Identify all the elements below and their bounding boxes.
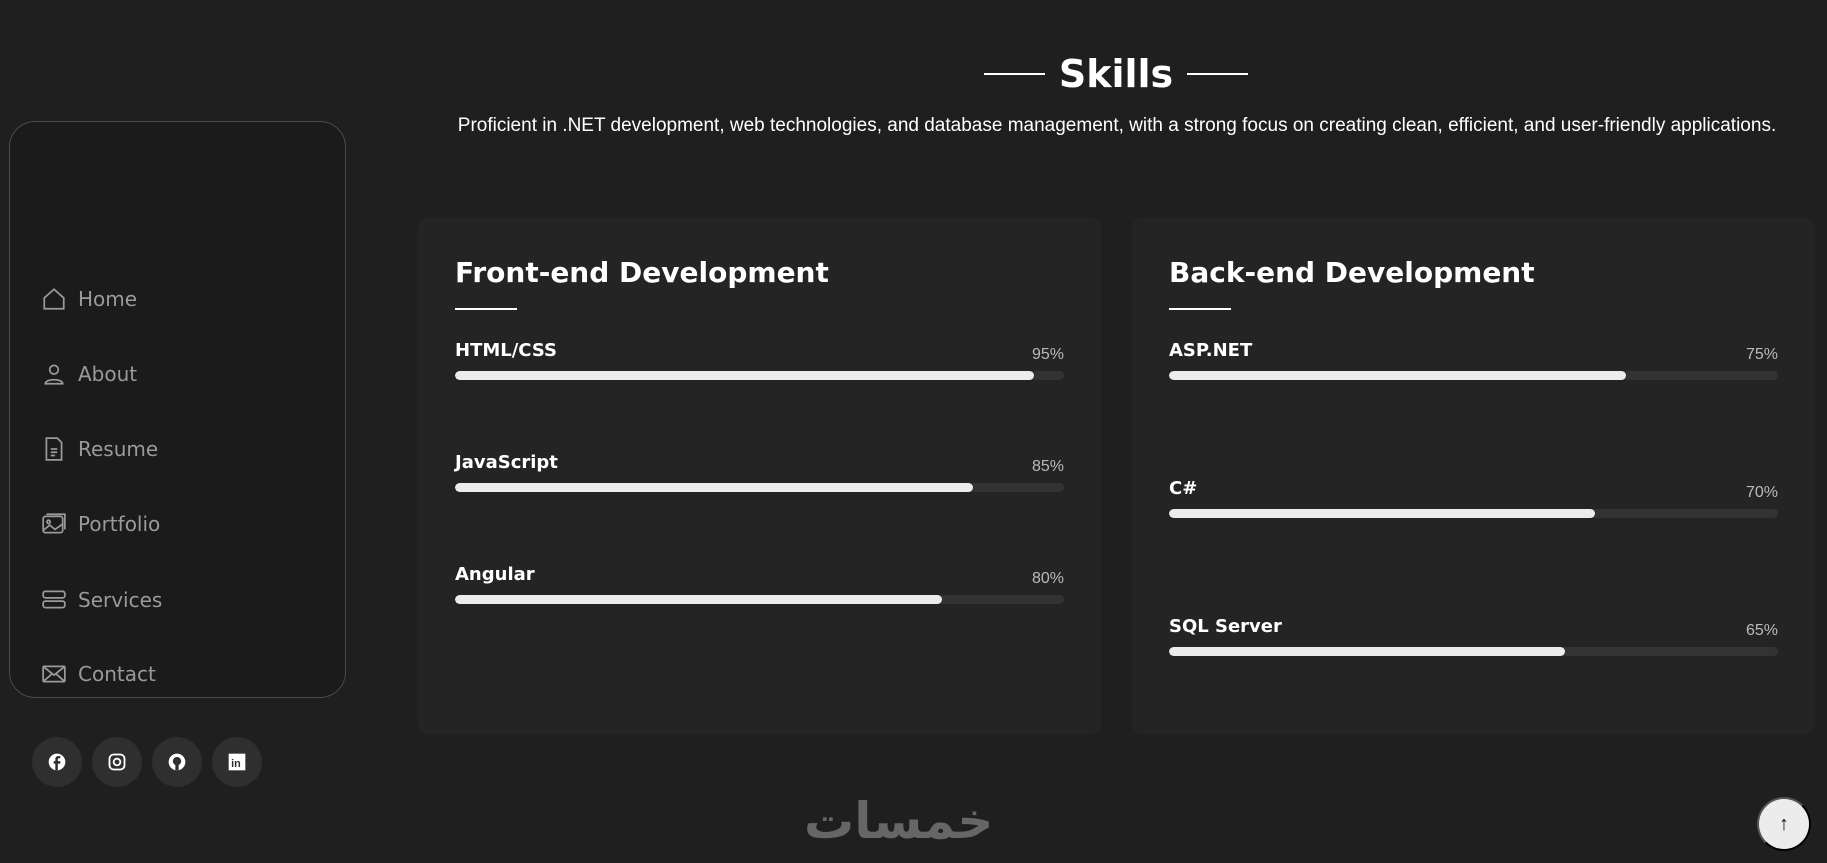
card-title-underline xyxy=(1169,308,1231,310)
facebook-button[interactable] xyxy=(32,737,82,787)
backend-card: Back-end Development ASP.NET 75% C# 70% SQ… xyxy=(1132,218,1815,734)
skill-item: HTML/CSS 95% xyxy=(455,340,1064,380)
progress-fill xyxy=(455,595,943,604)
skill-name: C# xyxy=(1169,478,1198,499)
document-icon xyxy=(45,437,63,461)
nav-label: Contact xyxy=(78,662,156,686)
nav-portfolio[interactable]: Portfolio xyxy=(41,509,160,539)
skill-name: Angular xyxy=(455,564,535,585)
envelope-icon xyxy=(42,665,66,683)
svg-text:in: in xyxy=(231,758,241,770)
instagram-button[interactable] xyxy=(92,737,142,787)
skill-percent: 65% xyxy=(1745,622,1778,639)
card-title-underline xyxy=(455,308,517,310)
skill-percent: 80% xyxy=(1031,570,1064,587)
skill-item: JavaScript 85% xyxy=(455,452,1064,492)
linkedin-icon: in xyxy=(228,753,246,771)
progress-fill xyxy=(1169,371,1626,380)
section-header: Skills xyxy=(984,52,1248,96)
home-icon xyxy=(43,288,65,310)
arrow-up-icon: ↑ xyxy=(1779,812,1789,835)
skill-percent: 85% xyxy=(1031,458,1064,475)
progress-bar xyxy=(455,371,1064,380)
skill-item: SQL Server 65% xyxy=(1169,616,1778,656)
progress-fill xyxy=(1169,647,1565,656)
user-icon xyxy=(44,364,64,385)
title-divider-right xyxy=(1187,73,1248,75)
instagram-icon xyxy=(108,753,126,771)
sidebar: Home About Resume Portfolio Services Con… xyxy=(9,121,346,787)
progress-fill xyxy=(1169,509,1596,518)
nav-label: Resume xyxy=(78,437,159,461)
nav-about[interactable]: About xyxy=(41,359,137,389)
skill-item: C# 70% xyxy=(1169,478,1778,518)
images-icon xyxy=(42,513,66,534)
skill-item: Angular 80% xyxy=(455,564,1064,604)
frontend-card: Front-end Development HTML/CSS 95% JavaSc… xyxy=(418,218,1101,734)
nav-label: Services xyxy=(78,588,163,612)
skill-name: HTML/CSS xyxy=(455,340,557,361)
card-title: Back-end Development xyxy=(1169,256,1535,289)
nav-label: About xyxy=(78,362,138,386)
card-title: Front-end Development xyxy=(455,256,829,289)
skill-percent: 75% xyxy=(1745,346,1778,363)
skill-percent: 70% xyxy=(1745,484,1778,501)
server-icon xyxy=(42,590,66,609)
progress-bar xyxy=(455,595,1064,604)
skill-name: JavaScript xyxy=(455,452,558,473)
facebook-icon xyxy=(48,753,66,771)
skill-name: ASP.NET xyxy=(1169,340,1253,361)
progress-fill xyxy=(455,371,1034,380)
nav-home[interactable]: Home xyxy=(41,284,137,314)
nav-contact[interactable]: Contact xyxy=(41,659,156,689)
nav-label: Portfolio xyxy=(78,512,161,536)
nav-label: Home xyxy=(78,287,138,311)
progress-bar xyxy=(1169,647,1778,656)
progress-bar xyxy=(1169,371,1778,380)
github-icon xyxy=(168,753,186,771)
section-subtitle: Proficient in .NET development, web tech… xyxy=(457,115,1777,136)
title-divider-left xyxy=(984,73,1045,75)
linkedin-button[interactable]: in xyxy=(212,737,262,787)
progress-fill xyxy=(455,483,973,492)
section-title: Skills xyxy=(1058,52,1174,96)
progress-bar xyxy=(1169,509,1778,518)
skill-percent: 95% xyxy=(1031,346,1064,363)
skill-item: ASP.NET 75% xyxy=(1169,340,1778,380)
github-button[interactable] xyxy=(152,737,202,787)
nav-resume[interactable]: Resume xyxy=(41,434,158,464)
progress-bar xyxy=(455,483,1064,492)
khamsat-logo[interactable]: خمسات xyxy=(804,792,994,850)
skill-name: SQL Server xyxy=(1169,616,1282,637)
nav-services[interactable]: Services xyxy=(41,585,162,615)
scroll-to-top-button[interactable]: ↑ xyxy=(1757,797,1811,851)
